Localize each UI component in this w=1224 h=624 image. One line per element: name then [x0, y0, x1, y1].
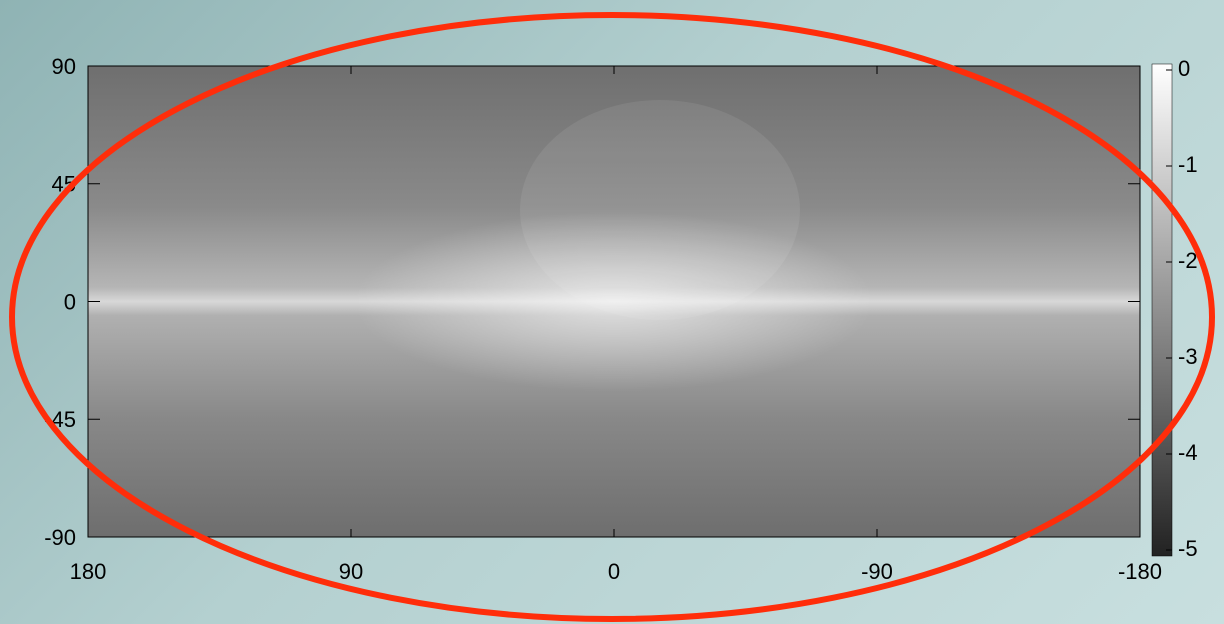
- annotation-ellipse: [9, 12, 1215, 622]
- x-tick-label: -90: [861, 559, 893, 584]
- bubble-structure: [520, 100, 800, 320]
- y-tick-label: -90: [44, 525, 76, 550]
- galactic-core: [354, 211, 874, 392]
- x-tick-label: 180: [70, 559, 107, 584]
- x-tick-label: -180: [1118, 559, 1162, 584]
- colorbar: [1151, 63, 1173, 557]
- colorbar-tick-label: 0: [1178, 56, 1190, 81]
- colorbar-tick-label: -4: [1178, 440, 1198, 465]
- x-tick-label: 90: [339, 559, 363, 584]
- y-tick-label: 0: [64, 289, 76, 314]
- y-tick-label: 90: [52, 54, 76, 79]
- colorbar-tick-label: -2: [1178, 248, 1198, 273]
- colorbar-tick-label: -3: [1178, 344, 1198, 369]
- colorbar-tick-label: -1: [1178, 152, 1198, 177]
- x-tick-label: 0: [608, 559, 620, 584]
- colorbar-tick-label: -5: [1178, 536, 1198, 561]
